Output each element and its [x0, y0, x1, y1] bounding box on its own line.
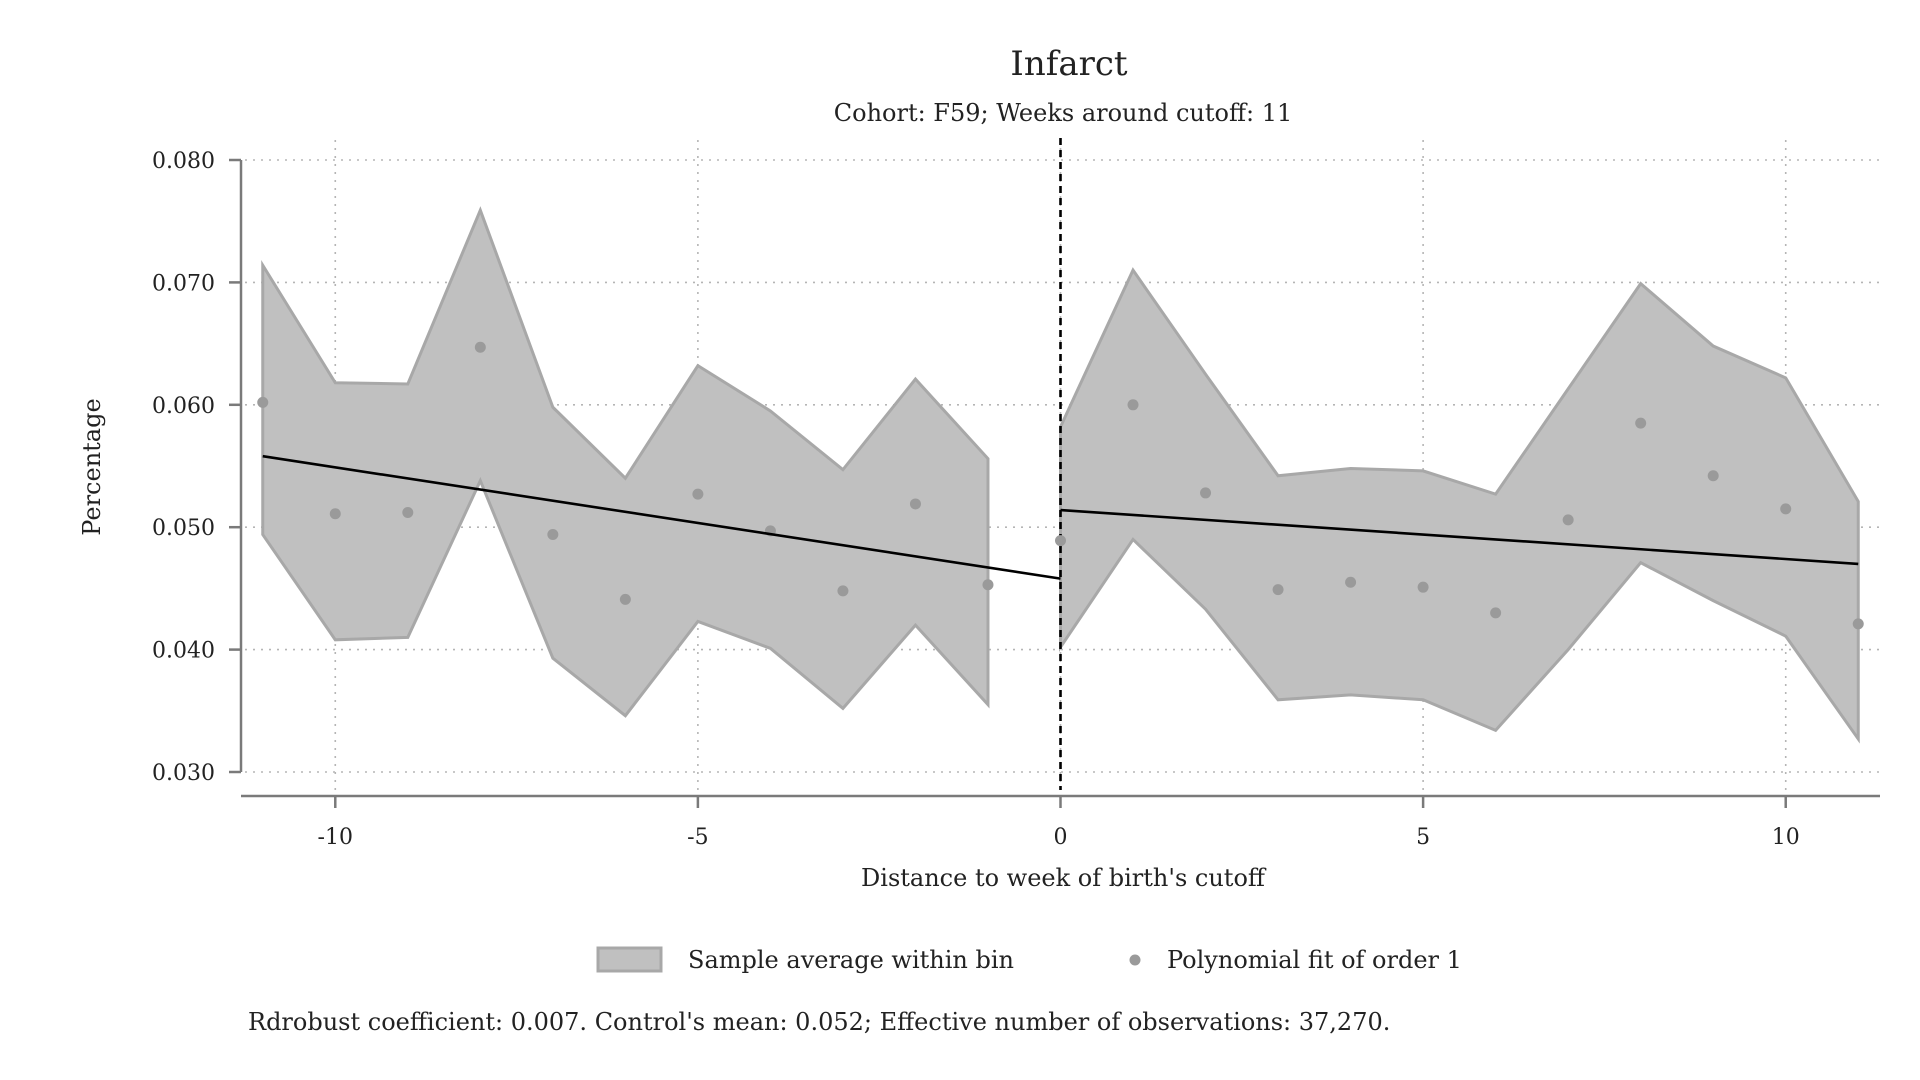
- x-tick-label: 5: [1416, 825, 1430, 850]
- chart-title: Infarct: [1010, 44, 1127, 84]
- data-point: [1272, 584, 1284, 596]
- fit-lines: [262, 454, 1859, 580]
- data-point: [257, 396, 269, 408]
- fit-line-right: [1060, 508, 1859, 566]
- x-tick-label: -5: [687, 825, 708, 850]
- data-point: [1345, 576, 1357, 588]
- chart-note: Rdrobust coefficient: 0.007. Control's m…: [248, 1008, 1390, 1036]
- data-point: [1852, 618, 1864, 630]
- data-point: [402, 507, 414, 519]
- data-point: [547, 529, 559, 541]
- y-tick-label: 0.040: [152, 639, 215, 664]
- data-point: [837, 585, 849, 597]
- x-tick-label: 10: [1772, 825, 1800, 850]
- x-tick-label: 0: [1054, 825, 1068, 850]
- data-point: [909, 498, 921, 510]
- y-tick-label: 0.030: [152, 761, 215, 786]
- y-tick-label: 0.080: [152, 149, 215, 174]
- data-point: [1055, 535, 1066, 547]
- y-tick-label: 0.070: [152, 271, 215, 296]
- data-point: [619, 593, 631, 605]
- legend-point-marker: [1129, 954, 1141, 966]
- y-axis-ticks: 0.030 0.040 0.050 0.060 0.070 0.080: [152, 149, 241, 786]
- data-point: [1635, 417, 1647, 429]
- data-point: [474, 341, 486, 353]
- data-point: [1562, 514, 1574, 526]
- x-axis-ticks: -10 -5 0 5 10: [318, 796, 1800, 850]
- chart-subtitle: Cohort: F59; Weeks around cutoff: 11: [834, 99, 1293, 127]
- x-axis-label: Distance to week of birth's cutoff: [861, 864, 1267, 892]
- y-tick-label: 0.050: [152, 516, 215, 541]
- fit-line-left: [262, 454, 1061, 580]
- data-point: [1707, 470, 1719, 482]
- data-point: [1490, 607, 1502, 619]
- data-point: [329, 508, 341, 520]
- band-right: [1059, 267, 1860, 744]
- data-point: [692, 488, 704, 500]
- y-axis-label: Percentage: [78, 398, 106, 535]
- data-point: [1200, 487, 1212, 499]
- legend-band-swatch: [596, 946, 663, 973]
- y-tick-label: 0.060: [152, 394, 215, 419]
- legend-label-points: Polynomial fit of order 1: [1167, 946, 1462, 974]
- data-point: [982, 579, 994, 591]
- legend-label-band: Sample average within bin: [688, 946, 1014, 974]
- confidence-bands: [261, 206, 1860, 744]
- data-point: [1780, 503, 1792, 515]
- x-tick-label: -10: [318, 825, 353, 850]
- data-point: [1127, 399, 1139, 411]
- legend: Sample average within bin Polynomial fit…: [596, 946, 1462, 974]
- data-point: [1417, 581, 1429, 593]
- band-left: [261, 206, 990, 718]
